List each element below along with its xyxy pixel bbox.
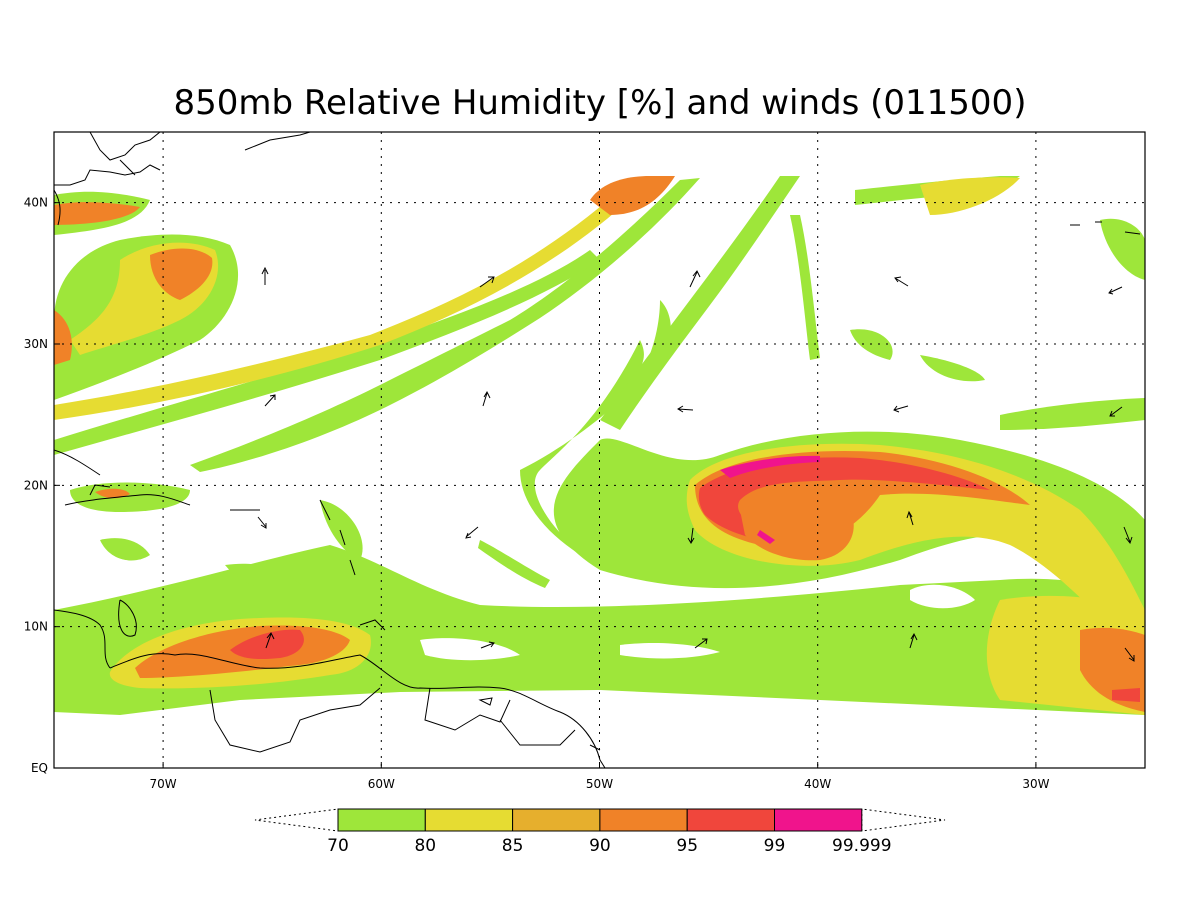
coastline-trinidad: [359, 619, 386, 631]
humidity-field: [54, 176, 1145, 715]
colorbar-swatch: [424, 808, 514, 832]
colorbar: 70 80 85 90 95 99 99.999: [254, 808, 946, 856]
colorbar-extend-high: [861, 808, 946, 832]
wind-arrow: [480, 641, 495, 649]
wind-arrow: [687, 527, 695, 544]
coastline-central-america: [54, 599, 137, 669]
humidity-region-diagonal-band-3: [54, 190, 640, 420]
map-frame: [53, 131, 1146, 769]
wind-arrow: [257, 516, 267, 529]
axis-ticks: [54, 202, 1037, 769]
humidity-region-patch-3: [640, 300, 671, 380]
humidity-region-patch-5: [920, 355, 985, 382]
colorbar-swatch: [337, 808, 426, 832]
wind-arrow: [906, 510, 914, 526]
wind-arrow: [1123, 526, 1133, 545]
humidity-region-patch-9: [225, 563, 305, 592]
tick-label-lat: 20N: [24, 478, 48, 492]
humidity-region-patch-6: [1100, 218, 1145, 280]
humidity-region-diagonal-band-8: [1000, 398, 1145, 430]
colorbar-label: 85: [502, 836, 524, 856]
wind-arrow: [677, 405, 694, 413]
humidity-region-northwest-corner-90: [54, 202, 140, 225]
wind-arrow: [894, 276, 909, 287]
axis-tick-labels: 70W 60W 50W 40W 30W EQ 10N 20N 30N 40N: [24, 196, 1050, 791]
tick-label-lon: 60W: [368, 777, 395, 791]
tick-label-lon: 40W: [804, 777, 831, 791]
humidity-region-patch-8: [100, 538, 150, 561]
map-title: 850mb Relative Humidity [%] and winds (0…: [174, 83, 1027, 123]
humidity-region-diagonal-band-6: [790, 215, 820, 360]
coastline-north-america: [54, 132, 311, 186]
wind-arrow: [1108, 286, 1123, 295]
tick-label-lat: EQ: [31, 761, 48, 775]
humidity-region-northwest-swirl-90: [150, 248, 213, 300]
humidity-region-diagonal-band-5: [600, 176, 800, 430]
humidity-region-patch-7: [920, 177, 1020, 215]
wind-arrow: [261, 266, 269, 285]
tick-label-lat: 10N: [24, 620, 48, 634]
humidity-region-southeast-95: [1112, 688, 1140, 702]
humidity-region-gap-1: [910, 584, 975, 609]
wind-arrow: [465, 526, 479, 539]
coastline-islands-small: [478, 697, 601, 751]
wind-arrow: [1124, 647, 1135, 662]
coastline-south-america: [109, 653, 606, 768]
wind-arrow: [909, 632, 918, 649]
coastline-venezuela-inland: [209, 687, 381, 753]
coastline-cuba: [54, 449, 101, 476]
colorbar-label: 99: [764, 836, 786, 856]
wind-arrows: [257, 266, 1135, 662]
tick-label-lat: 40N: [24, 196, 48, 210]
tick-label-lon: 30W: [1022, 777, 1049, 791]
coastlines: [54, 132, 1141, 768]
coastline-north-america-east: [54, 189, 61, 226]
colorbar-label: 70: [327, 836, 349, 856]
humidity-region-west-edge: [54, 310, 72, 365]
tick-label-lon: 50W: [586, 777, 613, 791]
colorbar-swatch: [686, 808, 776, 832]
wind-arrow: [479, 276, 495, 288]
colorbar-extend-low: [254, 808, 339, 832]
gridlines: [54, 132, 1145, 768]
humidity-region-patch-2: [478, 540, 550, 588]
wind-arrow: [893, 405, 909, 413]
colorbar-label: 80: [414, 836, 436, 856]
colorbar-swatch: [512, 808, 601, 832]
tick-label-lon: 70W: [150, 777, 177, 791]
humidity-region-patch-4: [850, 329, 893, 360]
colorbar-label: 90: [589, 836, 611, 856]
humidity-region-gap-3: [420, 638, 520, 661]
humidity-region-swirl-center: [740, 498, 854, 561]
tick-label-lat: 30N: [24, 337, 48, 351]
humidity-region-swirl-99: [720, 455, 820, 478]
humidity-region-patch-1: [320, 500, 363, 560]
colorbar-swatch: [774, 808, 863, 832]
coastline-azores: [1070, 221, 1141, 235]
humidity-region-hispaniola-core: [95, 488, 130, 499]
colorbar-swatch: [599, 808, 688, 832]
humidity-region-diagonal-band-4: [590, 176, 675, 215]
humidity-region-swirl-95: [698, 457, 990, 541]
wind-arrow: [265, 632, 275, 649]
wind-arrow: [694, 638, 708, 649]
wind-arrow: [482, 390, 491, 407]
humidity-region-swirl-eye: [757, 530, 775, 544]
humidity-region-swirl-tail: [520, 340, 644, 575]
wind-arrow: [689, 270, 701, 288]
humidity-region-hispaniola: [70, 482, 190, 512]
wind-arrow: [1109, 406, 1123, 417]
humidity-region-diagonal-band-2: [54, 250, 600, 455]
colorbar-label: 99.999: [832, 836, 891, 856]
humidity-region-gap-2: [620, 642, 720, 659]
colorbar-label: 95: [676, 836, 698, 856]
wind-arrow: [264, 394, 276, 407]
coastline-guianas: [424, 687, 576, 746]
